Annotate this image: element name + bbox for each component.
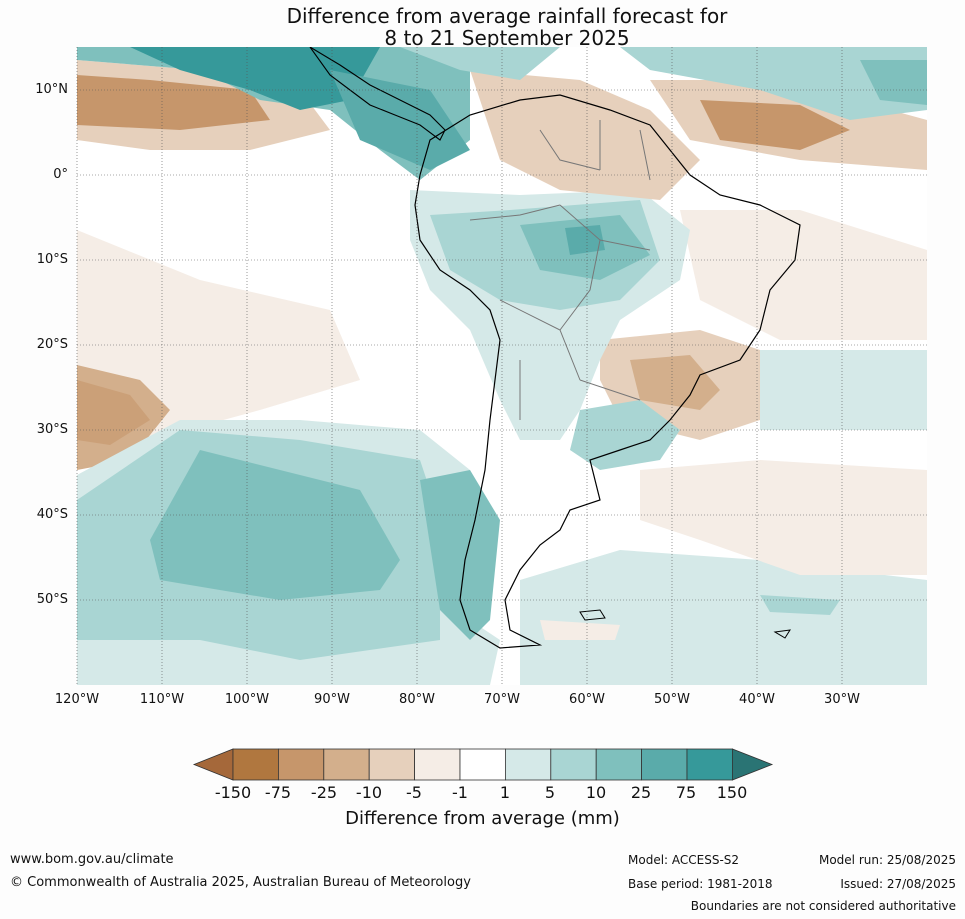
colorbar-tick-label: -10 <box>355 783 383 802</box>
country-borders <box>469 120 651 420</box>
lon-label-80w: 80°W <box>399 692 435 707</box>
anomaly-wet-amazon-inner <box>565 225 605 255</box>
colorbar-tick-label: 5 <box>544 783 556 802</box>
colorbar-segment <box>323 748 370 781</box>
anomaly-wet-southern-chile <box>420 470 500 640</box>
anomaly-wet-north-atlantic-core <box>860 60 927 105</box>
colorbar-tick-label: 150 <box>716 783 748 802</box>
anomaly-dry-southeast-pacific-inner <box>77 380 150 445</box>
colorbar-tick-label: -150 <box>214 783 252 802</box>
lon-label-30w: 30°W <box>824 692 860 707</box>
map-title-line-1: Difference from average rainfall forecas… <box>286 4 728 28</box>
anomaly-dry-southern-brazil-core <box>630 355 720 410</box>
anomaly-wet-tropical-pacific-core <box>130 47 380 110</box>
colorbar-segment <box>504 748 552 781</box>
lon-label-70w: 70°W <box>484 692 520 707</box>
lon-label-120w: 120°W <box>54 692 100 707</box>
anomaly-dry-central-atlantic <box>680 210 927 340</box>
lon-label-50w: 50°W <box>654 692 690 707</box>
colorbar-segment <box>550 748 597 781</box>
lat-label-30s: 30°S <box>36 422 68 437</box>
anomaly-dry-tropical-atlantic-core <box>700 100 850 150</box>
colorbar-title: Difference from average (mm) <box>345 808 620 829</box>
anomaly-wet-north-atlantic <box>620 47 927 120</box>
colorbar-segment <box>232 748 279 781</box>
issued-date: Issued: 27/08/2025 <box>840 877 956 891</box>
colorbar-segment <box>595 748 643 781</box>
lat-label-10s: 10°S <box>36 252 68 267</box>
gridlines <box>76 47 927 685</box>
lat-label-40s: 40°S <box>36 507 68 522</box>
colorbar-segment <box>368 748 416 781</box>
model-run-date: Model run: 25/08/2025 <box>818 853 956 867</box>
copyright-text: © Commonwealth of Australia 2025, Austra… <box>10 875 471 890</box>
anomaly-wet-caribbean <box>400 47 560 80</box>
colorbar-segment <box>414 748 461 781</box>
base-period: Base period: 1981-2018 <box>628 877 773 891</box>
anomaly-wet-south-pacific-core <box>150 450 400 600</box>
colorbar-tick-label: -1 <box>452 783 468 802</box>
map-title-line-2: 8 to 21 September 2025 <box>384 26 630 50</box>
lon-label-60w: 60°W <box>569 692 605 707</box>
colorbar-tick-label: 25 <box>630 783 652 802</box>
anomaly-wet-central-america <box>330 70 470 170</box>
colorbar-tick-label: 10 <box>585 783 607 802</box>
south-america-outline <box>414 94 801 649</box>
south-georgia <box>773 629 791 639</box>
colorbar-tick-label: -75 <box>264 783 292 802</box>
anomaly-dry-eastern-pacific-core <box>77 75 270 130</box>
colorbar-extend-max <box>732 748 774 781</box>
anomaly-dry-south-atlantic <box>640 460 927 575</box>
anomaly-wet-south-atlantic-small <box>760 595 840 615</box>
lon-label-40w: 40°W <box>739 692 775 707</box>
colorbar-tick-label: 75 <box>675 783 697 802</box>
model-name: Model: ACCESS-S2 <box>628 853 740 867</box>
anomaly-wet-south-atlantic <box>520 550 927 685</box>
colorbar-extend-min <box>192 748 234 781</box>
colorbar-tick-label: -25 <box>310 783 338 802</box>
anomaly-dry-patagonia-sea <box>540 620 620 640</box>
disclaimer: Boundaries are not considered authoritat… <box>690 899 956 913</box>
colorbar-segment <box>641 748 688 781</box>
anomaly-dry-northern-south-america <box>470 70 700 200</box>
lat-label-10n: 10°N <box>35 82 68 97</box>
lat-label-0: 0° <box>53 167 68 182</box>
colorbar-tick-label: 1 <box>499 783 511 802</box>
lat-label-20s: 20°S <box>36 337 68 352</box>
anomaly-wet-east-atlantic <box>760 350 927 430</box>
colorbar-segment <box>459 748 506 781</box>
falkland-islands <box>579 609 606 621</box>
lon-label-90w: 90°W <box>314 692 350 707</box>
lat-label-50s: 50°S <box>36 592 68 607</box>
lon-label-100w: 100°W <box>224 692 270 707</box>
lon-label-110w: 110°W <box>139 692 185 707</box>
colorbar-tick-label: -5 <box>406 783 422 802</box>
anomaly-wet-la-plata <box>570 400 680 470</box>
colorbar-segment <box>277 748 325 781</box>
website-link[interactable]: www.bom.gov.au/climate <box>10 852 174 867</box>
colorbar-segment <box>686 748 733 781</box>
colorbar <box>192 748 774 781</box>
